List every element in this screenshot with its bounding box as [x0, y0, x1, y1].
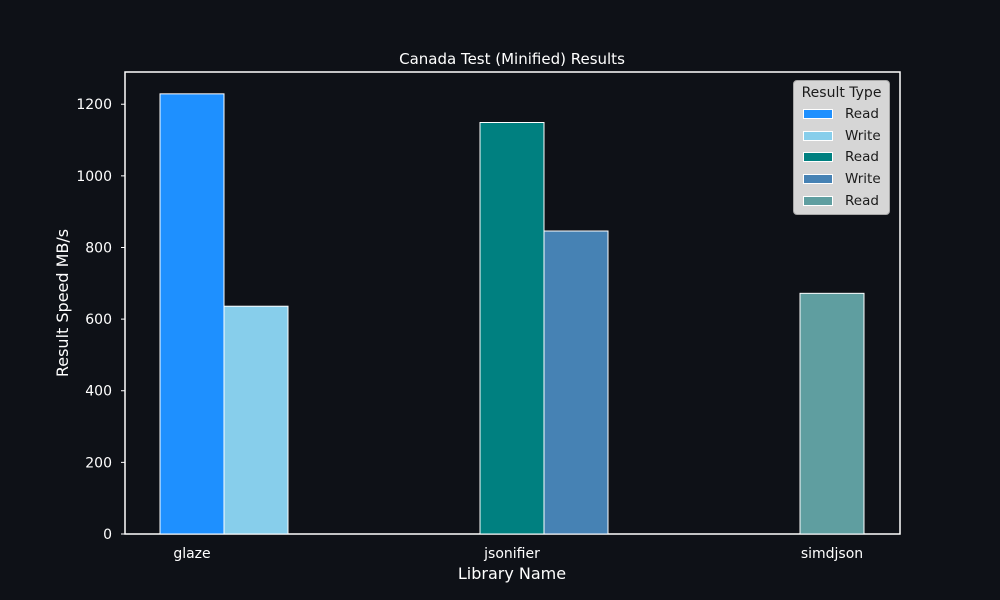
y-tick-label: 0 — [103, 527, 112, 543]
x-ticks-group: glaze jsonifier simdjson — [173, 546, 863, 562]
legend-swatch — [803, 108, 833, 119]
legend-swatch — [803, 196, 833, 207]
bar-glaze-read — [159, 93, 225, 535]
legend-swatch — [803, 152, 833, 163]
legend-label: Read — [845, 105, 879, 122]
x-tick-label-glaze: glaze — [173, 546, 210, 562]
legend-label: Write — [845, 127, 881, 144]
y-axis-label: Result Speed MB/s — [53, 229, 72, 377]
legend-label: Write — [845, 171, 881, 188]
y-tick-label: 400 — [85, 384, 112, 400]
legend-item-jsonifier-write: Write — [794, 168, 889, 190]
legend-title: Result Type — [801, 85, 882, 101]
legend-label: Read — [845, 193, 879, 210]
legend-item-glaze-write: Write — [794, 125, 889, 147]
legend-item-jsonifier-read: Read — [794, 147, 889, 169]
legend: Result Type Read Write Read Write Read — [793, 80, 890, 215]
y-tick-label: 600 — [85, 312, 112, 328]
legend-item-simdjson-read: Read — [794, 190, 889, 212]
y-tick-label: 800 — [85, 240, 112, 256]
bar-simdjson-read — [799, 292, 865, 535]
x-tick-label-jsonifier: jsonifier — [483, 546, 540, 562]
bar-jsonifier-write — [543, 230, 609, 535]
y-tick-label: 200 — [85, 455, 112, 471]
bars-group — [159, 93, 865, 535]
x-axis-label: Library Name — [458, 564, 566, 583]
legend-item-glaze-read: Read — [794, 103, 889, 125]
legend-swatch — [803, 174, 833, 185]
legend-label: Read — [845, 149, 879, 166]
bar-jsonifier-read — [479, 121, 545, 535]
x-tick-label-simdjson: simdjson — [801, 546, 863, 562]
y-tick-label: 1000 — [76, 169, 112, 185]
y-ticks-group: 0 200 400 600 800 1000 1200 — [76, 97, 125, 543]
bar-glaze-write — [223, 305, 289, 535]
chart-title: Canada Test (Minified) Results — [399, 50, 625, 68]
legend-swatch — [803, 130, 833, 141]
y-tick-label: 1200 — [76, 97, 112, 113]
